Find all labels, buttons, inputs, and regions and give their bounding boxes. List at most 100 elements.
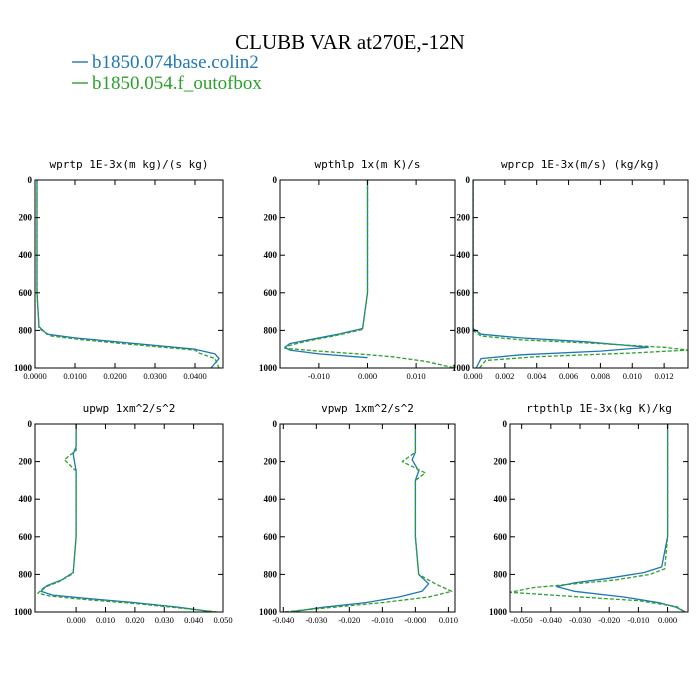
x-tick-label: 0.010 bbox=[439, 615, 458, 625]
y-tick-label: 0 bbox=[28, 175, 33, 185]
y-tick-label: 200 bbox=[494, 457, 508, 467]
y-tick-label: 200 bbox=[264, 213, 278, 223]
y-tick-label: 800 bbox=[19, 569, 33, 579]
y-tick-label: 600 bbox=[457, 288, 471, 298]
panel-frame bbox=[279, 423, 456, 613]
x-tick-label: 0.050 bbox=[213, 615, 232, 625]
y-tick-label: 0 bbox=[273, 175, 278, 185]
panel-grid: wprtp 1E-3x(m kg)/(s kg) 0 200 400 600 800 100… bbox=[14, 158, 689, 625]
panel-title: upwp 1xm^2/s^2 bbox=[83, 402, 176, 415]
series-line-1 bbox=[473, 180, 649, 368]
x-tick-label: -0.000 bbox=[404, 615, 426, 625]
y-tick-label: 600 bbox=[264, 532, 278, 542]
y-tick-label: 800 bbox=[457, 325, 471, 335]
x-tick-label: -0.030 bbox=[569, 615, 591, 625]
y-tick-label: 0 bbox=[503, 419, 508, 429]
x-tick-label: 0.002 bbox=[495, 371, 514, 381]
x-tick-label: 0.012 bbox=[655, 371, 674, 381]
panel-title: wprtp 1E-3x(m kg)/(s kg) bbox=[50, 158, 209, 171]
y-tick-label: 400 bbox=[19, 494, 33, 504]
y-tick-label: 800 bbox=[19, 325, 33, 335]
y-tick-label: 1000 bbox=[452, 363, 471, 373]
panel-3: wprcp 1E-3x(m/s) (kg/kg) 0 200 400 600 800 100… bbox=[452, 158, 689, 381]
y-tick-label: 600 bbox=[494, 532, 508, 542]
x-tick-label: -0.020 bbox=[338, 615, 360, 625]
panel-title: rtpthlp 1E-3x(kg K)/kg bbox=[526, 402, 672, 415]
y-tick-label: 200 bbox=[457, 213, 471, 223]
x-tick-label: -0.040 bbox=[540, 615, 562, 625]
panel-4: upwp 1xm^2/s^2 0 200 400 600 800 1000 0.000 0.01… bbox=[14, 402, 233, 625]
x-tick-label: 0.0400 bbox=[183, 371, 206, 381]
y-tick-label: 1000 bbox=[259, 607, 278, 617]
x-tick-label: 0.006 bbox=[559, 371, 578, 381]
y-tick-label: 400 bbox=[494, 494, 508, 504]
series-line-2 bbox=[37, 424, 218, 612]
x-tick-label: 0.010 bbox=[407, 371, 426, 381]
series-line-2 bbox=[283, 424, 453, 612]
x-tick-label: 0.0000 bbox=[23, 371, 46, 381]
x-tick-label: 0.000 bbox=[358, 371, 377, 381]
x-tick-label: 0.010 bbox=[623, 371, 642, 381]
x-tick-label: -0.050 bbox=[511, 615, 533, 625]
series-line-1 bbox=[40, 424, 215, 612]
panel-title: wpthlp 1x(m K)/s bbox=[315, 158, 421, 171]
y-tick-label: 600 bbox=[19, 532, 33, 542]
series-line-2 bbox=[284, 180, 455, 368]
y-tick-label: 400 bbox=[264, 250, 278, 260]
y-tick-label: 400 bbox=[264, 494, 278, 504]
y-tick-label: 600 bbox=[264, 288, 278, 298]
y-tick-label: 0 bbox=[466, 175, 471, 185]
y-tick-label: 400 bbox=[457, 250, 471, 260]
y-tick-label: 200 bbox=[19, 457, 33, 467]
series-line-1 bbox=[36, 180, 220, 368]
x-tick-label: 0.000 bbox=[658, 615, 677, 625]
x-tick-label: -0.020 bbox=[598, 615, 620, 625]
panel-2: wpthlp 1x(m K)/s 0 200 400 600 800 1000 -0.010 0… bbox=[259, 158, 456, 381]
x-tick-label: 0.004 bbox=[527, 371, 547, 381]
y-tick-label: 600 bbox=[19, 288, 33, 298]
y-tick-label: 1000 bbox=[489, 607, 508, 617]
y-tick-label: 1000 bbox=[259, 363, 278, 373]
y-tick-label: 800 bbox=[494, 569, 508, 579]
x-tick-label: 0.0300 bbox=[143, 371, 166, 381]
x-tick-label: -0.010 bbox=[627, 615, 649, 625]
x-tick-label: 0.000 bbox=[463, 371, 482, 381]
panel-frame bbox=[509, 423, 689, 613]
x-tick-label: -0.030 bbox=[305, 615, 327, 625]
series-line-2 bbox=[510, 424, 686, 612]
legend: b1850.074base.colin2 b1850.054.f_outofbo… bbox=[72, 52, 262, 94]
y-tick-label: 0 bbox=[273, 419, 278, 429]
series-line-2 bbox=[36, 180, 220, 368]
x-tick-label: 0.010 bbox=[96, 615, 115, 625]
x-tick-label: -0.010 bbox=[371, 615, 393, 625]
series-line-1 bbox=[289, 424, 430, 612]
panel-frame bbox=[472, 179, 689, 369]
chart-title: CLUBB VAR at270E,-12N bbox=[235, 30, 465, 54]
y-tick-label: 0 bbox=[28, 419, 33, 429]
y-tick-label: 1000 bbox=[14, 363, 33, 373]
x-tick-label: 0.030 bbox=[155, 615, 174, 625]
panel-frame bbox=[34, 179, 224, 369]
panel-5: vpwp 1xm^2/s^2 0 200 400 600 800 1000-0.040 -0.… bbox=[259, 402, 458, 625]
panel-title: wprcp 1E-3x(m/s) (kg/kg) bbox=[501, 158, 660, 171]
x-tick-label: 0.040 bbox=[184, 615, 203, 625]
y-tick-label: 200 bbox=[264, 457, 278, 467]
y-tick-label: 400 bbox=[19, 250, 33, 260]
legend-label-2: b1850.054.f_outofbox bbox=[92, 73, 262, 94]
x-tick-label: 0.008 bbox=[591, 371, 610, 381]
y-tick-label: 200 bbox=[19, 213, 33, 223]
x-tick-label: -0.040 bbox=[272, 615, 294, 625]
y-tick-label: 800 bbox=[264, 569, 278, 579]
y-tick-label: 800 bbox=[264, 325, 278, 335]
series-line-2 bbox=[473, 180, 688, 368]
y-tick-label: 1000 bbox=[14, 607, 33, 617]
panel-frame bbox=[34, 423, 224, 613]
x-tick-label: 0.0200 bbox=[103, 371, 126, 381]
panel-1: wprtp 1E-3x(m kg)/(s kg) 0 200 400 600 800 100… bbox=[14, 158, 224, 381]
x-tick-label: 0.000 bbox=[67, 615, 86, 625]
legend-label-1: b1850.074base.colin2 bbox=[92, 52, 259, 73]
panel-title: vpwp 1xm^2/s^2 bbox=[321, 402, 414, 415]
x-tick-label: 0.020 bbox=[125, 615, 144, 625]
panel-6: rtpthlp 1E-3x(kg K)/kg02004006008001000-… bbox=[489, 402, 689, 625]
